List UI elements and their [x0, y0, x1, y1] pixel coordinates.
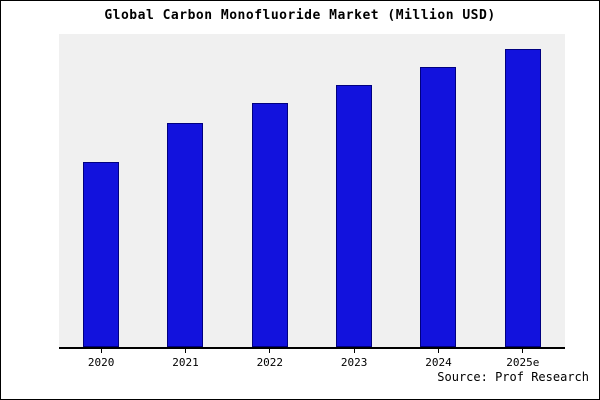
tick-mark: [269, 349, 271, 353]
tick-column-2023: 2023: [312, 349, 396, 371]
bar-column-2023: [312, 34, 396, 347]
source-text: Source: Prof Research: [437, 370, 589, 384]
tick-column-2022: 2022: [228, 349, 312, 371]
tick-column-2024: 2024: [396, 349, 480, 371]
bar-2024: [420, 66, 457, 347]
x-tick-label-2023: 2023: [340, 356, 368, 369]
bar-2022: [251, 102, 288, 347]
bar-column-2024: [396, 34, 480, 347]
bar-2023: [336, 84, 373, 347]
x-axis-ticks: 2020 2021 2022 2023 2024 2025e: [59, 349, 565, 371]
bar-column-2020: [59, 34, 143, 347]
tick-column-2020: 2020: [59, 349, 143, 371]
tick-mark: [522, 349, 524, 353]
tick-mark: [353, 349, 355, 353]
x-tick-label-2022: 2022: [256, 356, 284, 369]
bar-column-2025e: [481, 34, 565, 347]
bars-row: [59, 34, 565, 347]
plot-area: [59, 34, 565, 349]
tick-column-2025e: 2025e: [481, 349, 565, 371]
x-tick-label-2021: 2021: [172, 356, 199, 369]
bar-2025e: [504, 48, 541, 347]
tick-mark: [184, 349, 186, 353]
x-tick-label-2024: 2024: [425, 356, 452, 369]
chart-title: Global Carbon Monofluoride Market (Milli…: [104, 8, 496, 23]
x-tick-label-2025e: 2025e: [506, 356, 540, 369]
bar-column-2022: [228, 34, 312, 347]
x-tick-label-2020: 2020: [87, 356, 115, 369]
bar-2021: [167, 123, 204, 347]
tick-mark: [100, 349, 102, 353]
tick-column-2021: 2021: [143, 349, 227, 371]
tick-mark: [437, 349, 439, 353]
bar-column-2021: [143, 34, 227, 347]
bar-2020: [83, 162, 120, 347]
